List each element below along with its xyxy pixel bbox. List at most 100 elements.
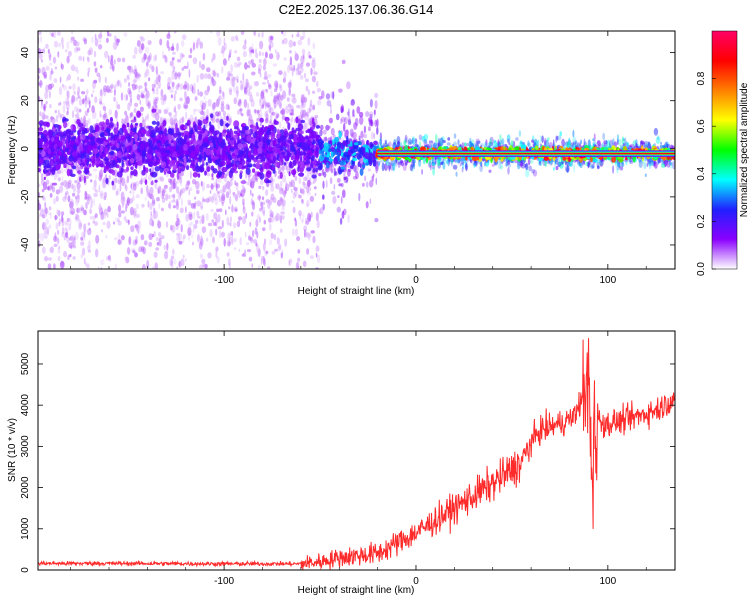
spectrogram-cell — [180, 258, 185, 267]
spectrogram-cell — [94, 213, 98, 219]
spectrogram-cell — [336, 206, 341, 213]
spectrogram-cell — [65, 190, 69, 196]
spectrogram-cell — [168, 201, 172, 210]
spectrogram-cell — [141, 37, 144, 42]
spectrogram-cell — [66, 236, 70, 243]
spectrogram-cell — [94, 33, 97, 40]
spectrogram-cell — [84, 120, 90, 124]
spectrogram-cell — [197, 233, 200, 243]
spectrogram-cell — [318, 18, 320, 23]
spectrogram-cell — [49, 166, 54, 173]
spectrogram-cell — [187, 227, 192, 237]
spectrogram-cell — [45, 43, 49, 49]
spectrogram-cell — [52, 289, 55, 292]
spectrogram-cell — [143, 166, 146, 172]
spectrogram-cell — [243, 99, 248, 108]
spectrogram-cell — [291, 69, 294, 77]
spectrogram-cell — [288, 181, 293, 188]
spectrogram-cell — [249, 52, 252, 58]
spectrogram-cell — [248, 108, 251, 116]
spectrogram-cell — [227, 0, 230, 3]
spectrogram-cell — [83, 115, 86, 124]
spectrogram-cell — [288, 133, 294, 140]
spectrogram-cell — [64, 132, 67, 137]
spectrogram-cell — [124, 1, 126, 7]
spectrogram-cell — [71, 183, 74, 190]
spectrogram-cell — [99, 110, 102, 118]
spectrogram-cell — [292, 181, 295, 188]
spectrogram-cell — [270, 299, 272, 304]
spectrogram-cell — [166, 242, 169, 251]
spectrogram-cell — [79, 176, 82, 182]
spectrogram-cell — [45, 295, 48, 298]
spectrogram-cell — [294, 53, 299, 61]
spectrogram-cell — [80, 253, 83, 259]
spectrogram-cell — [41, 59, 43, 63]
spectrogram-cell — [99, 171, 103, 180]
spectrogram-cell — [130, 112, 134, 118]
spectrogram-cell — [279, 228, 283, 233]
spectrogram-cell — [112, 41, 118, 51]
spectrogram-cell — [315, 150, 319, 155]
spectrogram-cell — [310, 230, 316, 234]
spectrogram-cell — [54, 142, 57, 150]
spectrogram-cell — [125, 256, 130, 264]
spectrogram-cell — [287, 65, 290, 73]
spectrogram-cell — [247, 150, 252, 159]
spectrogram-cell — [201, 142, 207, 147]
spectrogram-cell — [63, 120, 67, 129]
spectrogram-cell — [368, 111, 374, 116]
spectrogram-cell — [126, 76, 130, 81]
spectrogram-cell — [134, 122, 139, 126]
spectrogram-cell — [153, 231, 156, 238]
spectrogram-cell — [142, 264, 146, 269]
spectrogram-cell — [142, 158, 148, 164]
spectrogram-cell — [192, 227, 195, 233]
spectrogram-cell — [183, 134, 188, 142]
spectrogram-cell — [300, 187, 302, 194]
spectrogram-cell — [42, 221, 45, 231]
spectrogram-cell — [226, 252, 230, 257]
spectrogram-cell — [69, 207, 72, 215]
spectrogram-cell — [296, 136, 302, 143]
spectrogram-cell — [246, 90, 251, 97]
spectrogram-cell — [109, 256, 112, 263]
spectrogram-cell — [41, 98, 43, 107]
spectrogram-cell — [374, 119, 378, 127]
spectrogram-cell — [135, 11, 138, 16]
spectrogram-cell — [368, 159, 373, 167]
spectrogram-cell — [68, 179, 72, 185]
spectrogram-cell — [47, 148, 52, 155]
spectrogram-cell — [312, 90, 316, 94]
spectrogram-cell — [289, 145, 296, 152]
spectrogram-cell — [294, 217, 297, 222]
spectrogram-cell — [273, 119, 277, 125]
spectrogram-cell — [229, 49, 231, 57]
spectrogram-cell — [39, 311, 42, 319]
spectrogram-cell — [259, 117, 264, 123]
spectrogram-cell — [277, 288, 280, 291]
spectrogram-cell — [157, 130, 164, 135]
spectrogram-cell — [124, 179, 128, 187]
spectrogram-cell — [310, 169, 314, 177]
spectrogram-cell — [272, 169, 276, 174]
spectrogram-cell — [167, 76, 172, 85]
spectrogram-cell — [329, 177, 333, 185]
spectrogram-cell — [74, 215, 78, 222]
spectrogram-cell — [343, 123, 346, 132]
spectrogram-cell — [250, 49, 254, 53]
spectrogram-cell — [116, 142, 120, 149]
spectrogram-cell — [131, 196, 136, 201]
spectrogram-cell — [169, 117, 174, 126]
spectrogram-cell — [136, 94, 141, 101]
spectrogram-cell — [276, 237, 280, 245]
spectrogram-cell — [122, 57, 126, 63]
spectrogram-cell — [151, 171, 158, 178]
spectrogram-cell — [238, 100, 241, 104]
spectrogram-cell — [81, 231, 84, 239]
spectrogram-cell — [76, 47, 81, 52]
spectrogram-cell — [119, 144, 122, 150]
spectrogram-cell — [65, 97, 70, 106]
spectrogram-cell — [308, 149, 312, 155]
